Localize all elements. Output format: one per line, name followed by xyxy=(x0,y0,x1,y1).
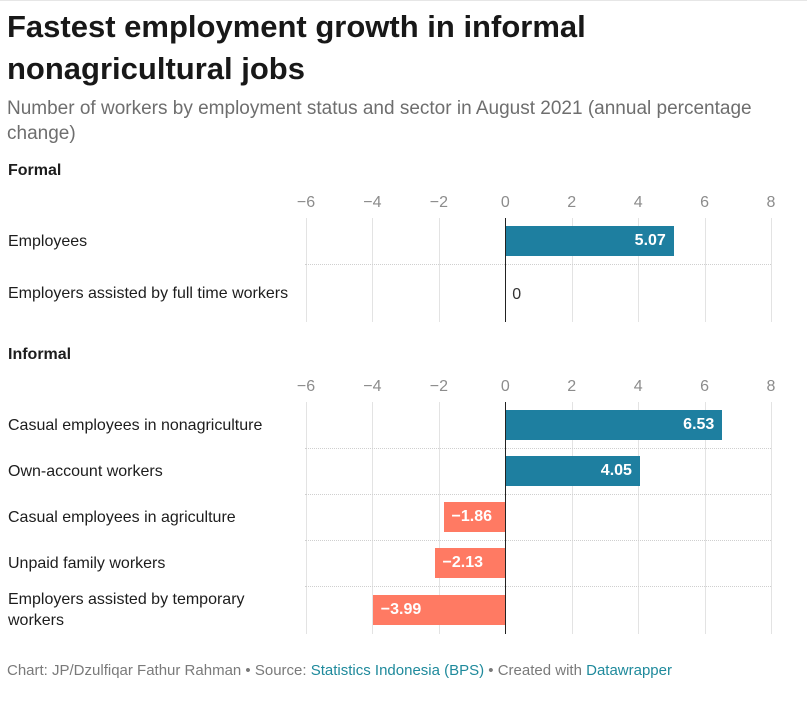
row-separator xyxy=(305,264,771,265)
x-tick-label: −4 xyxy=(363,378,382,395)
x-tick-label: 4 xyxy=(633,194,643,211)
bar-value-label: 6.53 xyxy=(683,416,715,433)
informal-chart: Informal −6 −4 −2 0 2 4 6 8 Casual employees in n… xyxy=(0,346,807,634)
x-tick-label: 6 xyxy=(700,194,710,211)
row-label: Own-account workers xyxy=(8,462,163,480)
bar xyxy=(443,502,506,532)
x-tick-label: 8 xyxy=(766,378,776,395)
bar-value-label: 4.05 xyxy=(600,462,632,479)
top-divider xyxy=(0,0,807,1)
x-tick-label: −6 xyxy=(296,194,316,211)
zero-axis-line xyxy=(505,218,506,322)
x-tick-label: −4 xyxy=(363,194,382,211)
x-tick-label: 0 xyxy=(500,194,510,211)
x-gridline xyxy=(306,402,307,634)
section-label: Informal xyxy=(8,346,72,363)
x-gridline xyxy=(705,402,706,634)
x-gridline xyxy=(771,218,772,322)
zero-axis-line xyxy=(505,402,506,634)
x-tick-label: 4 xyxy=(633,378,643,395)
row-label: Employees xyxy=(8,232,88,250)
row-separator xyxy=(305,494,771,495)
x-tick-label: 0 xyxy=(500,378,510,395)
x-gridline xyxy=(638,402,639,634)
x-gridline xyxy=(439,402,440,634)
x-gridline xyxy=(771,402,772,634)
bar xyxy=(505,456,640,486)
bar-value-label: 0 xyxy=(512,286,522,303)
bar xyxy=(434,548,506,578)
row-label: Casual employees in nonagriculture xyxy=(8,416,263,434)
x-gridline xyxy=(372,218,373,322)
footer-created: • Created with xyxy=(484,662,587,679)
source-link[interactable]: Statistics Indonesia (BPS) xyxy=(310,662,485,679)
x-gridline xyxy=(572,218,573,322)
formal-chart: Formal −6 −4 −2 0 2 4 6 8 Employees 5.07 Employers … xyxy=(0,162,807,322)
chart-footer: Chart: JP/Dzulfiqar Fathur Rahman • Sour… xyxy=(7,662,672,679)
chart-title: Fastest employment growth in informal no… xyxy=(7,9,586,86)
bar xyxy=(372,595,506,625)
section-label: Formal xyxy=(8,162,62,179)
x-gridline xyxy=(439,218,440,322)
x-tick-label: 2 xyxy=(567,378,577,395)
x-gridline xyxy=(306,218,307,322)
row-separator xyxy=(305,540,771,541)
x-tick-label: −6 xyxy=(296,378,316,395)
x-tick-label: 2 xyxy=(567,194,577,211)
row-label: Unpaid family workers xyxy=(8,554,166,572)
bar xyxy=(505,226,674,256)
x-gridline xyxy=(705,218,706,322)
footer-credit: Chart: JP/Dzulfiqar Fathur Rahman • Sour… xyxy=(7,662,311,679)
row-separator xyxy=(305,448,771,449)
bar xyxy=(505,410,723,440)
x-tick-label: −2 xyxy=(429,378,448,395)
datawrapper-link[interactable]: Datawrapper xyxy=(586,662,672,679)
row-label: Casual employees in agriculture xyxy=(8,508,236,526)
x-gridline xyxy=(372,402,373,634)
x-gridline xyxy=(638,218,639,322)
chart-subtitle: Number of workers by employment status a… xyxy=(7,98,752,144)
bar-value-label: −2.13 xyxy=(442,554,484,571)
row-label: Employers assisted by full time workers xyxy=(8,284,289,302)
bar-value-label: −3.99 xyxy=(380,601,422,618)
x-tick-label: 8 xyxy=(766,194,776,211)
row-separator xyxy=(305,586,771,587)
row-label: Employers assisted by temporary workers xyxy=(8,591,245,629)
bar-value-label: 5.07 xyxy=(634,232,666,249)
x-tick-label: 6 xyxy=(700,378,710,395)
x-tick-label: −2 xyxy=(429,194,448,211)
bar-value-label: −1.86 xyxy=(451,508,492,525)
x-gridline xyxy=(572,402,573,634)
